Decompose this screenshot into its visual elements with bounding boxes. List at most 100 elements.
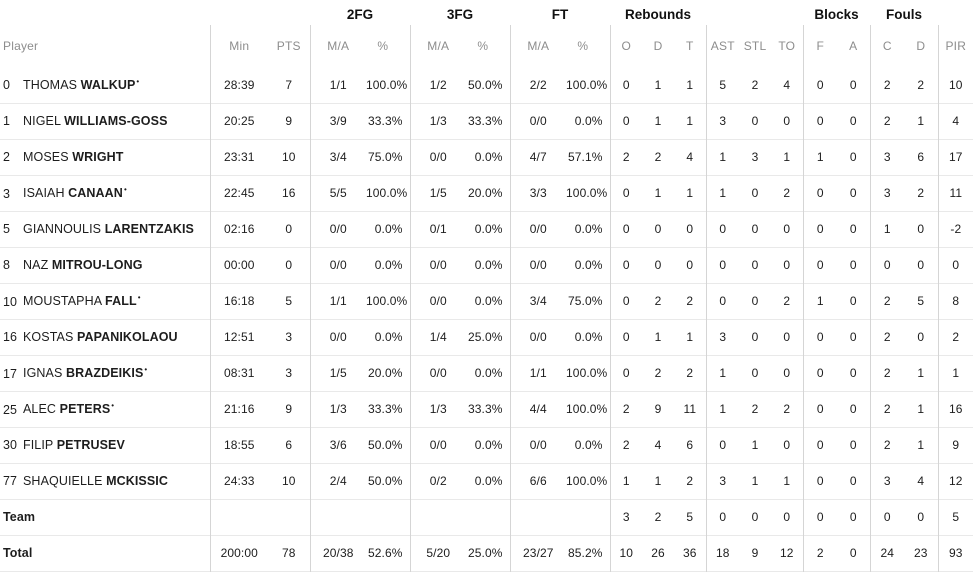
cell-pir: 2 <box>937 319 973 355</box>
cell-3fg-pct: 0.0% <box>474 150 503 164</box>
group-header-spacer-5 <box>706 0 803 25</box>
cell-2fg-ma: 1/1 <box>309 283 366 319</box>
cell-reb-o: 0 <box>609 319 643 355</box>
player-first-name: FILIP <box>23 438 57 452</box>
group-header-row: 2FG 3FG FT Rebounds Blocks Fouls <box>0 0 973 25</box>
cell-to: 0 <box>783 258 791 272</box>
cell-ast: 5 <box>705 67 740 103</box>
cell-block-f: 0 <box>802 175 838 211</box>
cell-2fg-ma: 0/0 <box>309 211 366 247</box>
cell-3fg-pct: 0.0% <box>474 258 503 272</box>
cell-foul-c: 3 <box>869 139 905 175</box>
cell-team-row-label: Team <box>0 499 210 535</box>
player-row[interactable]: 25 ALEC PETERS• 21:16 9 1/3 33.3% 1/3 33.3% 4/4 1… <box>0 391 973 427</box>
cell-2fg-pct: 20.0% <box>367 366 403 380</box>
cell-2fg-pct: 0.0% <box>374 222 403 236</box>
cell-foul-d: 1 <box>917 366 925 380</box>
cell-foul-d: 0 <box>917 510 925 524</box>
cell-reb-t: 1 <box>686 114 694 128</box>
cell-block-a: 0 <box>849 546 857 560</box>
player-row[interactable]: 5 GIANNOULIS LARENTZAKIS 02:16 0 0/0 0.0% 0/1 0… <box>0 211 973 247</box>
cell-pir: 0 <box>937 247 973 283</box>
cell-ast: 1 <box>705 139 740 175</box>
player-first-name: ISAIAH <box>23 186 69 201</box>
cell-player: 8 NAZ MITROU-LONG <box>0 247 210 283</box>
player-last-name: WILLIAMS-GOSS <box>64 114 168 128</box>
cell-pir: 5 <box>937 499 973 535</box>
cell-pir: 9 <box>937 427 973 463</box>
cell-reb-o: 2 <box>609 139 643 175</box>
cell-min: 08:31 <box>209 355 268 391</box>
cell-3fg-ma: 1/4 <box>409 319 467 355</box>
cell-pts: 6 <box>285 438 293 452</box>
player-row[interactable]: 17 IGNAS BRAZDEIKIS• 08:31 3 1/5 20.0% 0/0 0.0%… <box>0 355 973 391</box>
cell-reb-o: 3 <box>609 499 643 535</box>
cell-3fg-ma <box>409 499 467 535</box>
cell-3fg-pct <box>466 499 510 535</box>
cell-block-a: 0 <box>849 474 857 488</box>
cell-reb-t: 2 <box>686 474 694 488</box>
cell-3fg-pct: 20.0% <box>468 186 503 200</box>
player-last-name: WRIGHT <box>72 150 124 164</box>
cell-3fg-ma: 0/0 <box>409 427 467 463</box>
cell-reb-t: 2 <box>686 366 694 380</box>
player-last-name: MITROU-LONG <box>51 258 143 272</box>
player-first-name: GIANNOULIS <box>23 222 105 236</box>
player-last-name: FALL <box>105 294 137 309</box>
player-row[interactable]: 3 ISAIAH CANAAN• 22:45 16 5/5 100.0% 1/5 20.0% 3… <box>0 175 973 211</box>
cell-reb-o: 0 <box>609 67 643 103</box>
cell-reb-o: 0 <box>609 355 643 391</box>
cell-2fg-ma: 2/4 <box>309 463 366 499</box>
cell-block-a: 0 <box>849 77 857 92</box>
player-row[interactable]: 8 NAZ MITROU-LONG 00:00 0 0/0 0.0% 0/0 0.0% 0/0 0… <box>0 247 973 283</box>
player-row[interactable]: 0 THOMAS WALKUP• 28:39 7 1/1 100.0% 1/2 50.0% 2/… <box>0 67 973 103</box>
cell-min: 200:00 <box>209 535 268 571</box>
cell-ft-ma: 0/0 <box>509 427 567 463</box>
cell-pir: 16 <box>937 391 973 427</box>
starter-marker-icon: • <box>144 365 148 375</box>
team-row-label: Team <box>3 510 36 524</box>
cell-reb-d: 1 <box>654 77 662 92</box>
cell-to: 12 <box>780 546 794 560</box>
player-row[interactable]: 30 FILIP PETRUSEV 18:55 6 3/6 50.0% 0/0 0.0% 0/0… <box>0 427 973 463</box>
cell-pir: 12 <box>937 463 973 499</box>
cell-min: 20:25 <box>209 103 268 139</box>
cell-3fg-pct: 25.0% <box>468 546 503 560</box>
cell-2fg-pct: 75.0% <box>367 150 403 164</box>
cell-pts: 5 <box>285 294 293 308</box>
cell-2fg-pct: 100.0% <box>366 186 408 200</box>
player-row[interactable]: 10 MOUSTAPHA FALL• 16:18 5 1/1 100.0% 0/0 0.0% 3… <box>0 283 973 319</box>
cell-foul-c: 2 <box>869 67 905 103</box>
cell-min: 02:16 <box>209 211 268 247</box>
cell-reb-o: 0 <box>609 211 643 247</box>
player-row[interactable]: 2 MOSES WRIGHT 23:31 10 3/4 75.0% 0/0 0.0% 4/7 57… <box>0 139 973 175</box>
group-header-3fg: 3FG <box>446 6 474 22</box>
col-header-player: Player <box>3 39 39 53</box>
cell-reb-t: 1 <box>686 330 694 344</box>
cell-reb-t: 2 <box>686 294 694 308</box>
cell-ft-ma: 4/7 <box>509 139 567 175</box>
cell-to: 2 <box>783 294 791 308</box>
cell-foul-c: 2 <box>869 427 905 463</box>
starter-marker-icon: • <box>111 401 115 411</box>
cell-foul-d: 2 <box>917 77 925 92</box>
cell-block-a: 0 <box>849 402 857 416</box>
cell-reb-t: 5 <box>686 510 694 524</box>
group-header-spacer-8 <box>938 0 973 25</box>
player-row[interactable]: 77 SHAQUIELLE MCKISSIC 24:33 10 2/4 50.0% 0/2 0… <box>0 463 973 499</box>
jersey-number: 0 <box>3 78 11 93</box>
cell-stl: 0 <box>751 366 759 380</box>
team-row: Team 3 2 5 0 0 0 0 0 0 0 5 <box>0 499 973 535</box>
player-row[interactable]: 16 KOSTAS PAPANIKOLAOU 12:51 3 0/0 0.0% 1/4 25.… <box>0 319 973 355</box>
cell-ft-pct: 100.0% <box>566 402 608 416</box>
cell-pir: -2 <box>937 211 973 247</box>
cell-3fg-pct: 0.0% <box>474 222 503 236</box>
cell-block-a: 0 <box>849 150 857 164</box>
cell-to: 0 <box>783 366 791 380</box>
cell-ft-ma: 4/4 <box>509 391 567 427</box>
col-header-2fg-pct: % <box>377 39 389 53</box>
group-header-2fg: 2FG <box>346 6 374 22</box>
cell-reb-o: 2 <box>609 427 643 463</box>
player-row[interactable]: 1 NIGEL WILLIAMS-GOSS 20:25 9 3/9 33.3% 1/3 33.… <box>0 103 973 139</box>
